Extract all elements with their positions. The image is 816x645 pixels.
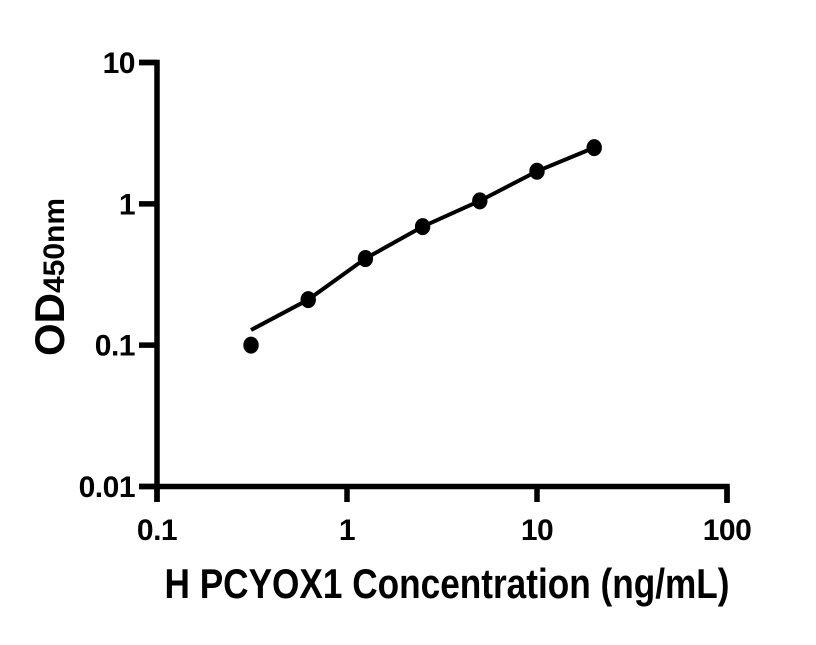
data-point [472, 192, 488, 210]
data-point [529, 162, 545, 180]
data-series [243, 139, 602, 354]
data-point [243, 336, 259, 354]
axes [139, 59, 730, 503]
y-axis-title: OD450nm [26, 198, 73, 356]
x-axis-title: H PCYOX1 Concentration (ng/mL) [165, 560, 730, 607]
data-point [586, 139, 602, 157]
y-tick-label: 10 [103, 47, 135, 80]
data-point [357, 250, 374, 268]
x-tick-label: 10 [521, 514, 553, 547]
y-tick-label: 0.01 [79, 471, 135, 504]
data-point [414, 218, 431, 236]
x-tick-label: 0.1 [137, 514, 177, 547]
x-tick-label: 100 [703, 514, 752, 547]
data-point [300, 291, 316, 309]
y-tick-label: 1 [119, 188, 135, 221]
x-tick-label: 1 [339, 514, 355, 547]
y-axis-title-main: OD [26, 293, 73, 356]
y-axis-line [139, 59, 160, 502]
y-axis-title-sub: 450nm [38, 198, 71, 293]
y-tick-label: 0.1 [95, 330, 135, 363]
x-axis-line [139, 483, 730, 503]
